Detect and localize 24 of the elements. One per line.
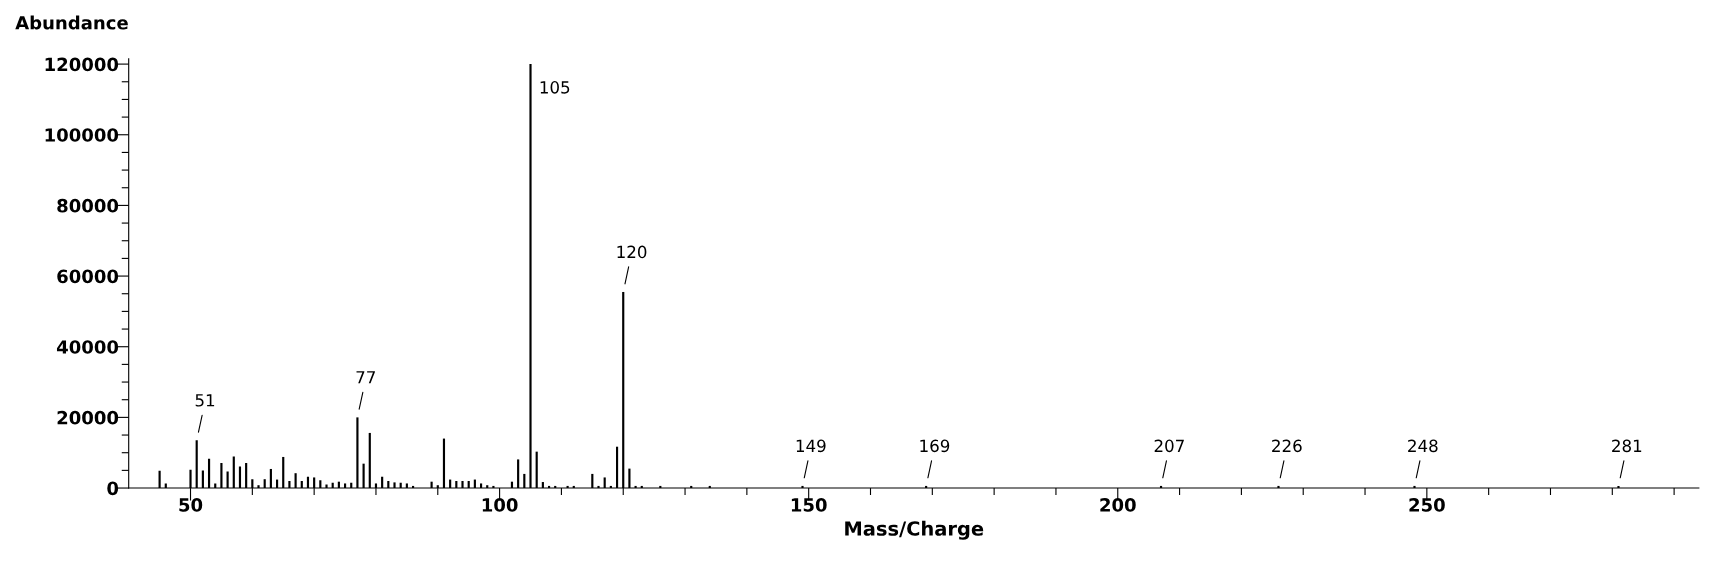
x-tick-label: 200 xyxy=(1100,498,1136,512)
annotation: 77 xyxy=(356,371,375,384)
annotation: 105 xyxy=(540,81,570,94)
y-tick-label: 60000 xyxy=(57,269,119,284)
y-tick-label: 0 xyxy=(107,481,119,496)
annotation: 281 xyxy=(1612,439,1642,453)
y-tick-label: 120000 xyxy=(45,57,119,72)
y-tick-label: 20000 xyxy=(57,410,119,425)
annotation: 169 xyxy=(920,439,950,453)
annotation: 207 xyxy=(1154,439,1184,453)
x-tick-label: 100 xyxy=(482,498,518,512)
y-tick-label: 80000 xyxy=(57,198,119,213)
annotation: 120 xyxy=(617,245,647,259)
annotation: 226 xyxy=(1272,439,1302,453)
x-tick-label: 50 xyxy=(179,498,203,512)
y-axis-title: Abundance xyxy=(15,15,128,30)
y-tick-label: 100000 xyxy=(45,128,119,142)
annotation: 149 xyxy=(796,439,826,453)
x-tick-label: 150 xyxy=(791,498,827,512)
x-tick-label: 250 xyxy=(1409,498,1445,512)
x-axis-title: Mass/Charge xyxy=(845,520,984,540)
annotation: 248 xyxy=(1408,439,1438,453)
y-tick-label: 40000 xyxy=(56,340,119,354)
annotation: 51 xyxy=(195,394,215,407)
